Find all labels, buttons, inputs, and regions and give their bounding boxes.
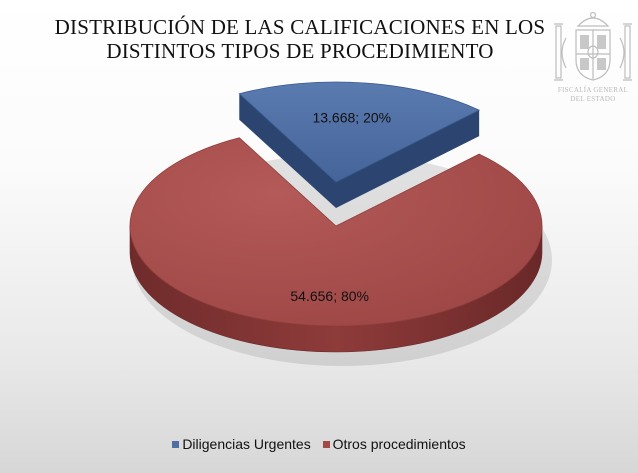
chart-title-line-2: DISTINTOS TIPOS DE PROCEDIMIENTO [106, 39, 494, 63]
legend: Diligencias Urgentes Otros procedimiento… [0, 436, 638, 452]
legend-label-otros-procedimientos: Otros procedimientos [332, 436, 466, 452]
legend-swatch-blue [172, 441, 180, 448]
coat-of-arms-icon [554, 11, 632, 81]
pie-slice-diligencias-urgentes [238, 81, 481, 183]
data-label-otros-procedimientos: 54.656; 80% [290, 288, 369, 304]
pie-slice-otros-procedimientos [129, 137, 543, 327]
seal-caption-line-2: DEL ESTADO [570, 95, 616, 103]
data-label-diligencias-urgentes: 13.668; 20% [312, 110, 391, 126]
seal-caption: FISCALÍA GENERAL DEL ESTADO [548, 86, 638, 104]
legend-item-diligencias-urgentes: Diligencias Urgentes [172, 436, 311, 452]
legend-label-diligencias-urgentes: Diligencias Urgentes [182, 436, 311, 452]
seal-caption-line-1: FISCALÍA GENERAL [557, 86, 629, 94]
chart-title: DISTRIBUCIÓN DE LAS CALIFICACIONES EN LO… [40, 15, 560, 63]
pie-edge-diligencias-urgentes-1 [336, 110, 480, 208]
legend-swatch-red [322, 441, 330, 448]
chart-title-line-1: DISTRIBUCIÓN DE LAS CALIFICACIONES EN LO… [54, 15, 546, 39]
pie-edge-diligencias-urgentes-0 [239, 93, 336, 208]
legend-item-otros-procedimientos: Otros procedimientos [322, 436, 466, 452]
